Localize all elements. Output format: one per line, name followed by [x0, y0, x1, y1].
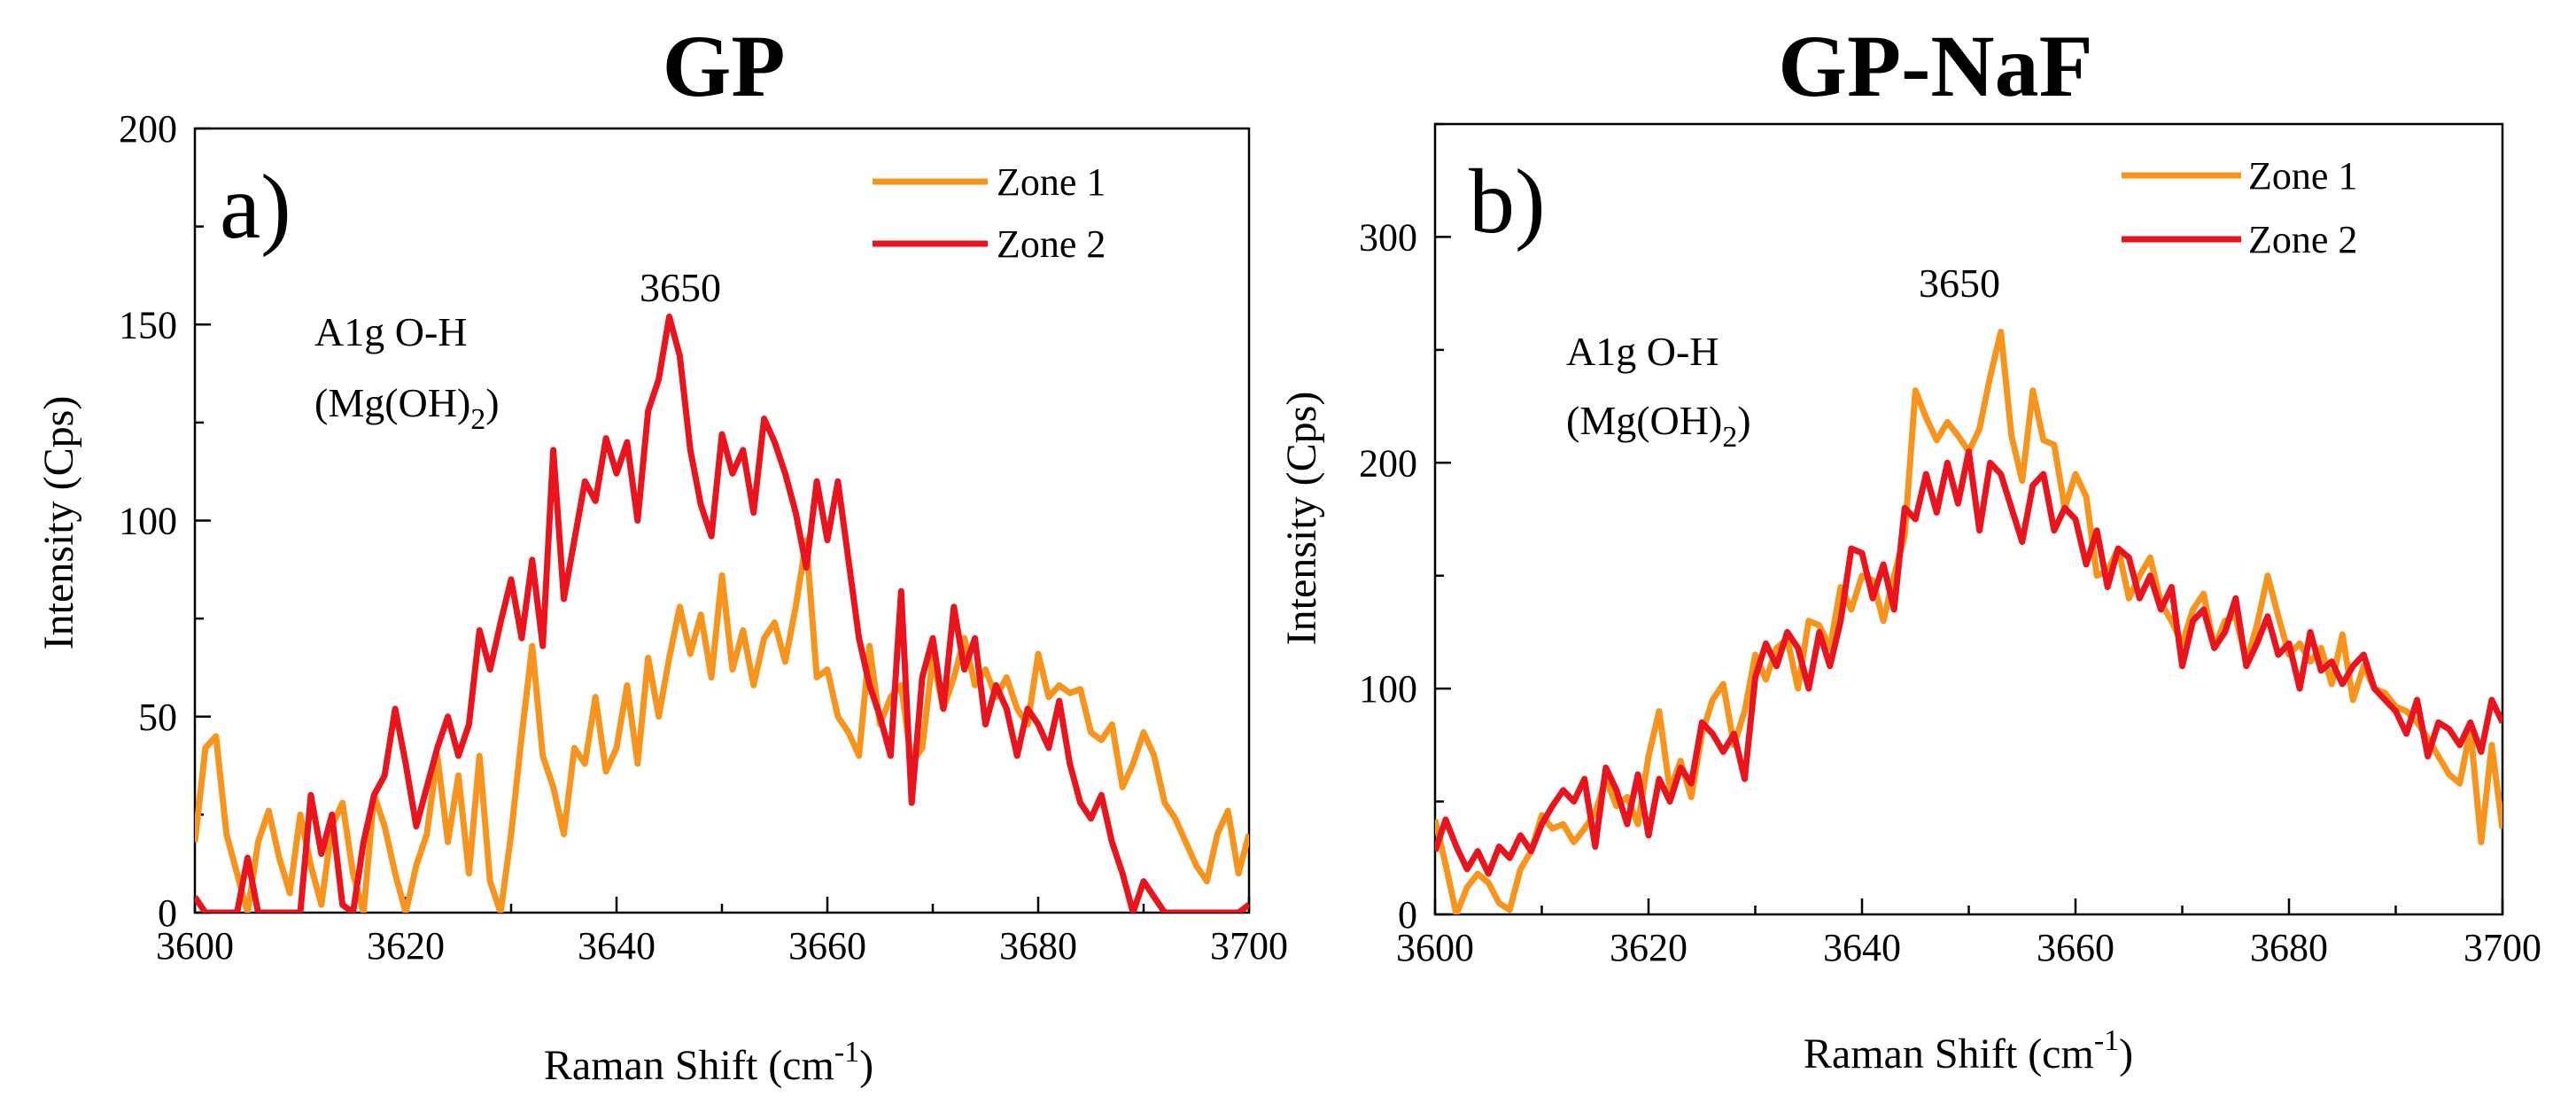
- panel-b-series: [1435, 329, 2502, 914]
- panel-b-compound-end: ): [1737, 398, 1750, 443]
- y-tick-label: 50: [138, 696, 177, 739]
- panel-b-x-title-sup: -1: [2094, 1024, 2119, 1057]
- y-tick-label: 100: [119, 500, 177, 543]
- y-tick-label: 0: [1398, 893, 1417, 937]
- panel-b-x-axis-title: Raman Shift (cm-1): [1804, 1024, 2133, 1077]
- series-line-zone1: [195, 537, 1249, 913]
- panel-a-compound-sub: 2: [470, 403, 485, 436]
- panel-b-x-title-main: Raman Shift (cm: [1804, 1030, 2094, 1077]
- panel-b-peak-label: 3650: [1919, 261, 2000, 306]
- panel-a-series: [195, 313, 1249, 913]
- panel-b-legend-zone2: Zone 2: [2248, 218, 2357, 261]
- y-tick-label: 200: [119, 107, 177, 151]
- series-line-zone2: [195, 313, 1249, 913]
- y-tick-label: 200: [1359, 441, 1417, 485]
- panel-a-mode-label: A1g O-H: [314, 309, 467, 354]
- x-tick-label: 3680: [2250, 926, 2328, 969]
- x-tick-label: 3620: [367, 924, 445, 968]
- panel-a-x-title-sup: -1: [834, 1036, 859, 1069]
- panel-a-legend-zone2: Zone 2: [997, 222, 1106, 266]
- panel-a-ticks: 3600 3620 3640 3660 3680 3700 0 50 100 150 200: [119, 107, 1288, 968]
- panel-b-mode-label: A1g O-H: [1566, 329, 1719, 374]
- panel-a-title: GP: [663, 17, 786, 115]
- panel-a-compound-end: ): [485, 380, 499, 425]
- x-tick-label: 3640: [578, 924, 656, 968]
- panel-b-x-title-end: ): [2119, 1030, 2133, 1077]
- panel-a-x-title-main: Raman Shift (cm: [544, 1042, 834, 1089]
- panel-a-legend: Zone 1 Zone 2: [873, 160, 1106, 266]
- panel-b-compound-sub: 2: [1722, 421, 1737, 454]
- panel-a-peak-label: 3650: [640, 265, 721, 310]
- panel-a-x-axis-title: Raman Shift (cm-1): [544, 1036, 873, 1089]
- panel-b-label: b): [1469, 151, 1546, 253]
- x-tick-label: 3700: [2463, 926, 2541, 969]
- panel-a-compound-main: (Mg(OH): [314, 380, 470, 425]
- panel-b-ticks: 3600 3620 3640 3660 3680 3700 0 100 200 300: [1359, 122, 2541, 969]
- panel-b: GP-NaF 3600 3620 3640 3660 3680 3700 0 100 200 30…: [1278, 17, 2541, 1077]
- x-tick-label: 3600: [1396, 926, 1474, 969]
- y-tick-label: 150: [119, 303, 177, 346]
- y-tick-label: 100: [1359, 667, 1417, 711]
- panel-b-compound-main: (Mg(OH): [1566, 398, 1722, 443]
- panel-b-legend-zone1: Zone 1: [2248, 154, 2357, 198]
- panel-a-label: a): [220, 156, 291, 258]
- panel-b-title: GP-NaF: [1778, 17, 2092, 115]
- panel-a-x-title-end: ): [859, 1042, 873, 1089]
- panel-b-legend: Zone 1 Zone 2: [2122, 154, 2357, 261]
- x-tick-label: 3660: [788, 924, 866, 968]
- panel-a-legend-zone1: Zone 1: [997, 160, 1106, 204]
- panel-b-y-axis-title: Intensity (Cps): [1278, 392, 1325, 646]
- x-tick-label: 3640: [1823, 926, 1901, 969]
- x-tick-label: 3680: [999, 924, 1077, 968]
- y-tick-label: 300: [1359, 215, 1417, 259]
- panel-a-compound-label: (Mg(OH)2): [314, 380, 500, 436]
- panel-a: GP 3600 3620 3640 3660 3680 3700050100150200 …: [35, 17, 1288, 1089]
- series-line-zone2: [1435, 448, 2502, 877]
- panel-b-compound-label: (Mg(OH)2): [1566, 398, 1751, 454]
- x-tick-label: 3660: [2037, 926, 2114, 969]
- x-tick-label: 3620: [1610, 926, 1688, 969]
- x-tick-label: 3700: [1210, 924, 1288, 968]
- panel-a-y-axis-title: Intensity (Cps): [35, 396, 82, 650]
- y-tick-label: 0: [158, 891, 177, 935]
- x-tick-label: 3600: [156, 924, 234, 968]
